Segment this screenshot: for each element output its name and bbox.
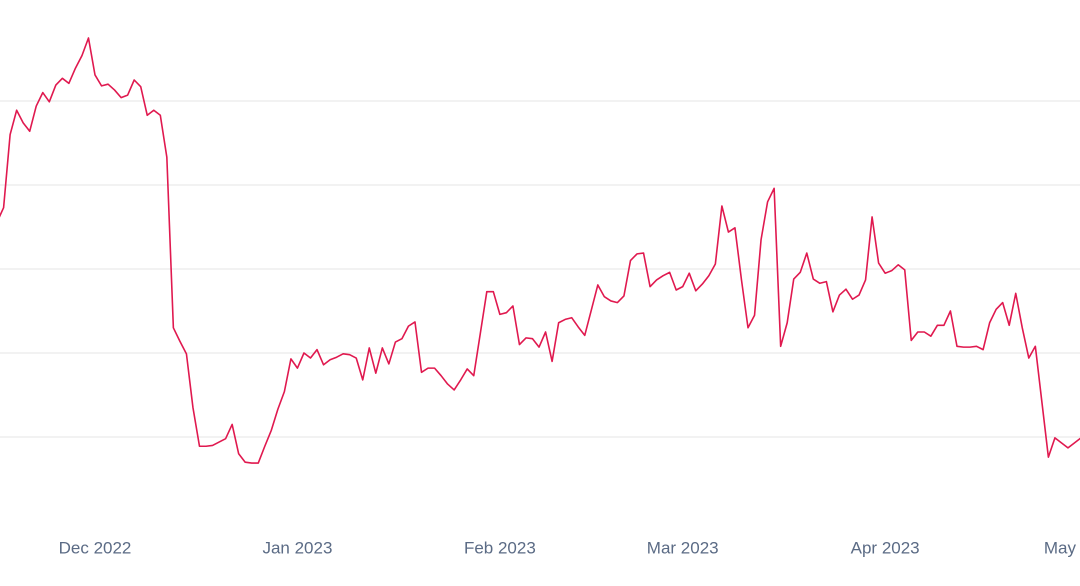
x-tick-label: May (1044, 538, 1077, 557)
x-tick-label: Apr 2023 (851, 538, 920, 557)
x-tick-label: Feb 2023 (464, 538, 536, 557)
x-tick-label: Jan 2023 (262, 538, 332, 557)
x-tick-label: Dec 2022 (59, 538, 132, 557)
line-series (0, 37, 1080, 464)
x-tick-label: Mar 2023 (647, 538, 719, 557)
